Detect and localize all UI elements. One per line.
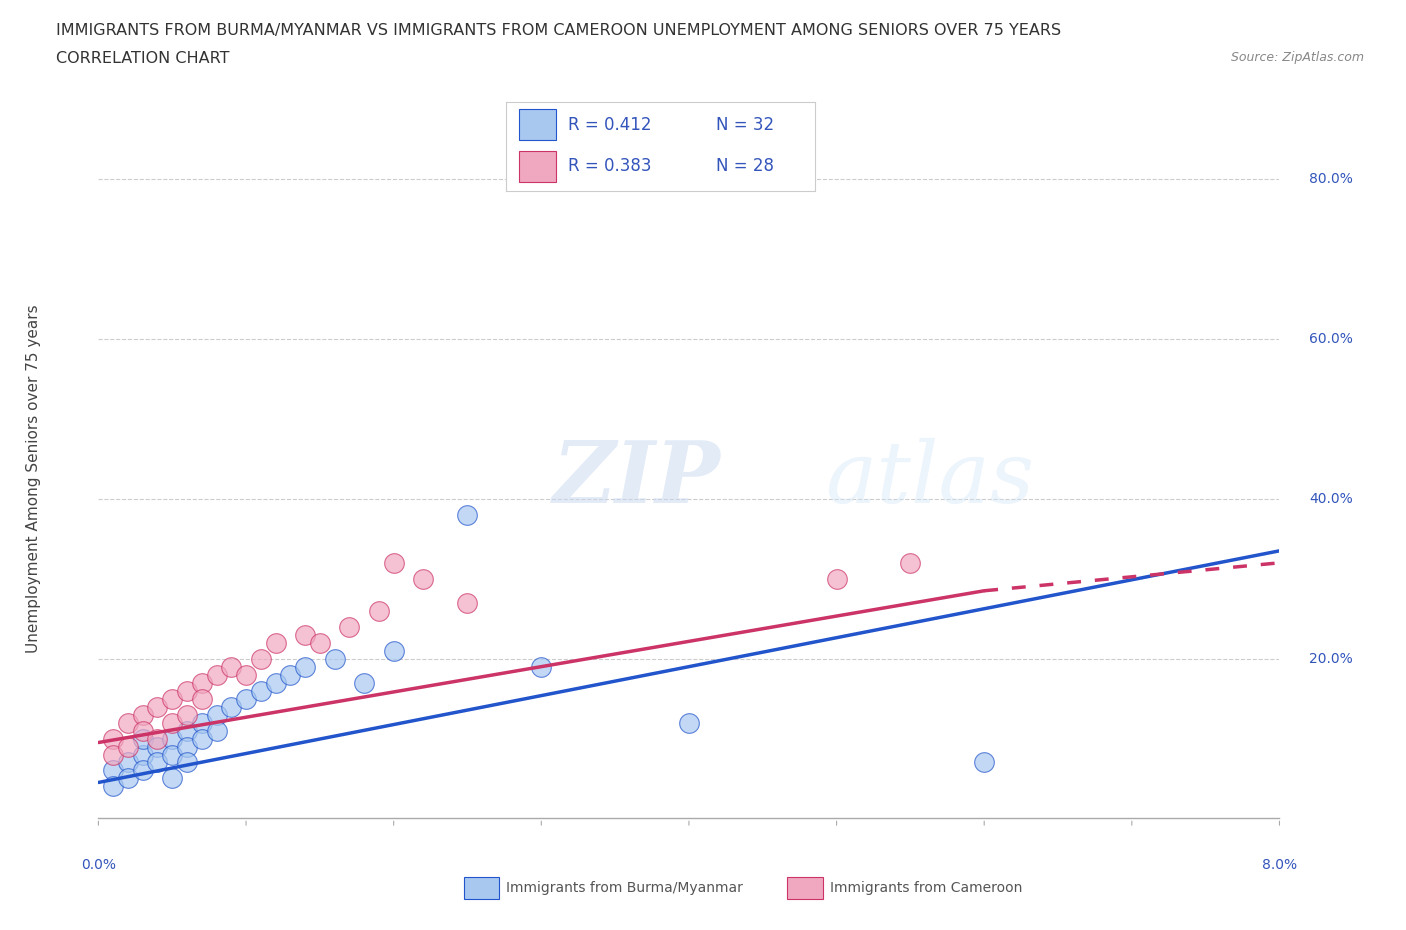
Point	[278, 667, 301, 682]
Point	[162, 731, 183, 746]
Point	[898, 555, 921, 570]
Point	[103, 763, 124, 777]
Point	[530, 659, 553, 674]
Point	[205, 724, 228, 738]
Point	[191, 691, 214, 706]
Point	[117, 771, 139, 786]
Point	[337, 619, 360, 634]
Point	[353, 675, 375, 690]
Text: 8.0%: 8.0%	[1263, 858, 1296, 872]
Text: N = 28: N = 28	[717, 157, 775, 176]
Point	[146, 731, 169, 746]
Point	[132, 747, 155, 762]
Point	[176, 755, 198, 770]
Point	[176, 684, 198, 698]
Point	[825, 571, 848, 586]
Point	[250, 684, 273, 698]
Point	[294, 627, 316, 642]
Point	[146, 755, 169, 770]
Point	[456, 595, 478, 610]
Text: atlas: atlas	[825, 438, 1033, 520]
Point	[367, 604, 389, 618]
Point	[219, 699, 242, 714]
Point	[117, 755, 139, 770]
Point	[117, 739, 139, 754]
Point	[176, 739, 198, 754]
Point	[191, 675, 214, 690]
Point	[176, 707, 198, 722]
Point	[132, 731, 155, 746]
Point	[205, 707, 228, 722]
Text: ZIP: ZIP	[553, 437, 721, 521]
Point	[191, 731, 214, 746]
Point	[308, 635, 332, 650]
Text: R = 0.412: R = 0.412	[568, 116, 651, 134]
Text: Immigrants from Cameroon: Immigrants from Cameroon	[830, 881, 1022, 896]
Point	[103, 779, 124, 794]
Text: 80.0%: 80.0%	[1309, 172, 1353, 186]
Point	[117, 715, 139, 730]
Point	[162, 747, 183, 762]
Bar	[519, 151, 555, 182]
Point	[973, 755, 995, 770]
Point	[264, 675, 287, 690]
Text: 40.0%: 40.0%	[1309, 492, 1353, 506]
Text: 20.0%: 20.0%	[1309, 652, 1353, 666]
Point	[264, 635, 287, 650]
Point	[678, 715, 700, 730]
Text: IMMIGRANTS FROM BURMA/MYANMAR VS IMMIGRANTS FROM CAMEROON UNEMPLOYMENT AMONG SEN: IMMIGRANTS FROM BURMA/MYANMAR VS IMMIGRA…	[56, 23, 1062, 38]
Text: Unemployment Among Seniors over 75 years: Unemployment Among Seniors over 75 years	[25, 305, 41, 653]
Point	[382, 644, 405, 658]
Point	[103, 747, 124, 762]
Point	[412, 571, 434, 586]
Point	[162, 691, 183, 706]
Point	[103, 731, 124, 746]
Point	[235, 667, 257, 682]
Bar	[519, 110, 555, 140]
Text: 0.0%: 0.0%	[82, 858, 115, 872]
Point	[146, 699, 169, 714]
Point	[162, 715, 183, 730]
Point	[382, 555, 405, 570]
Text: CORRELATION CHART: CORRELATION CHART	[56, 51, 229, 66]
Point	[456, 508, 478, 523]
Point	[132, 707, 155, 722]
Point	[132, 763, 155, 777]
Text: N = 32: N = 32	[717, 116, 775, 134]
Text: R = 0.383: R = 0.383	[568, 157, 651, 176]
Text: Source: ZipAtlas.com: Source: ZipAtlas.com	[1230, 51, 1364, 64]
Point	[219, 659, 242, 674]
Point	[250, 651, 273, 666]
Point	[191, 715, 214, 730]
Point	[235, 691, 257, 706]
Point	[146, 739, 169, 754]
Point	[162, 771, 183, 786]
Text: Immigrants from Burma/Myanmar: Immigrants from Burma/Myanmar	[506, 881, 742, 896]
Text: 60.0%: 60.0%	[1309, 332, 1353, 346]
Point	[205, 667, 228, 682]
Point	[294, 659, 316, 674]
Point	[176, 724, 198, 738]
Point	[323, 651, 346, 666]
Point	[132, 724, 155, 738]
